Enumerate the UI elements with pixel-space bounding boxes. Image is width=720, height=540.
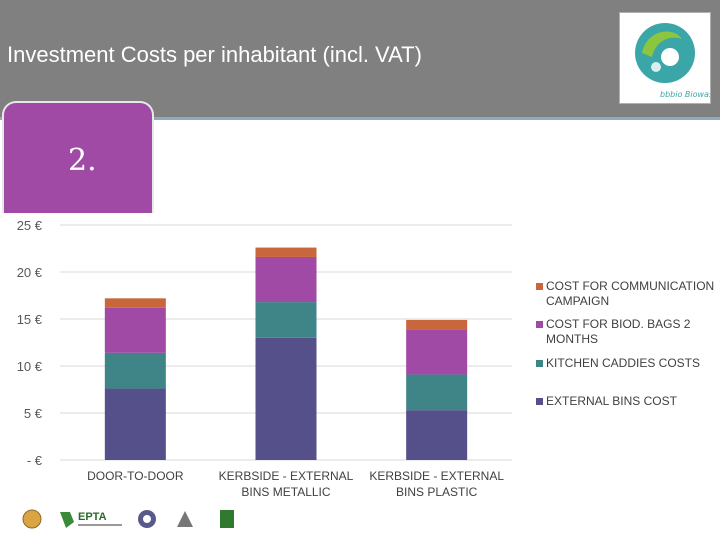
epta-text: EPTA	[78, 511, 107, 523]
partner-logo-seal-icon	[20, 505, 44, 533]
legend-swatch	[536, 321, 543, 328]
x-tick-label-line: DOOR-TO-DOOR	[87, 469, 184, 483]
bar-segment	[406, 329, 468, 375]
section-tab: 2.	[2, 101, 154, 213]
legend-label: COST FOR COMMUNICATION CAMPAIGN	[546, 279, 714, 308]
y-tick-label: 5 €	[24, 406, 43, 421]
legend-label: COST FOR BIOD. BAGS 2 MONTHS	[546, 317, 691, 346]
legend-label: EXTERNAL BINS COST	[546, 394, 678, 408]
y-tick-label: 25 €	[17, 218, 43, 233]
partner-logo-crest-icon	[132, 505, 162, 533]
legend-label-line: KITCHEN CADDIES COSTS	[546, 356, 700, 370]
project-logo: bbbio Biowaste	[619, 12, 711, 104]
bio-logo-icon: bbbio Biowaste	[635, 23, 710, 99]
y-tick-label: - €	[27, 453, 43, 468]
legend-swatch	[536, 283, 543, 290]
legend-label: KITCHEN CADDIES COSTS	[546, 356, 700, 370]
legend-swatch	[536, 360, 543, 367]
bar-segment	[104, 298, 166, 308]
x-tick-label-line: BINS PLASTIC	[396, 485, 478, 499]
bar-segment	[406, 374, 468, 411]
x-tick-label: KERBSIDE - EXTERNAL BINS METALLIC	[219, 469, 354, 499]
x-tick-label-line: KERBSIDE - EXTERNAL	[369, 469, 504, 483]
stacked-bar-chart: - € 5 € 10 € 15 € 20 € 25 € DOOR-TO-DOOR KERBSI…	[17, 218, 715, 499]
legend-label-line: COST FOR COMMUNICATION	[546, 279, 714, 293]
x-tick-label: KERBSIDE - EXTERNAL BINS PLASTIC	[369, 469, 504, 499]
x-tick-label-line: KERBSIDE - EXTERNAL	[219, 469, 354, 483]
partner-logo-green-icon	[216, 505, 238, 533]
partner-logo-epta: EPTA	[56, 505, 126, 533]
bar-segment	[104, 352, 166, 389]
y-tick-label: 15 €	[17, 312, 43, 327]
bar-segment	[406, 319, 468, 330]
bar-segment	[104, 388, 166, 460]
bar-segment	[255, 337, 317, 460]
x-tick-label-line: BINS METALLIC	[241, 485, 330, 499]
x-tick-label: DOOR-TO-DOOR	[87, 469, 184, 483]
bar-segment	[255, 247, 317, 257]
y-tick-label: 20 €	[17, 265, 43, 280]
legend-label-line: MONTHS	[546, 332, 598, 346]
section-number: 2.	[68, 143, 97, 178]
legend-label-line: CAMPAIGN	[546, 294, 609, 308]
legend-label-line: EXTERNAL BINS COST	[546, 394, 678, 408]
page-title: Investment Costs per inhabitant (incl. V…	[7, 42, 422, 67]
legend-swatch	[536, 398, 543, 405]
partner-logo-emblem-icon	[170, 505, 200, 533]
bar-segment	[255, 256, 317, 303]
header-bar: Investment Costs per inhabitant (incl. V…	[0, 0, 720, 120]
bar-segment	[104, 307, 166, 353]
bar-segment	[255, 302, 317, 338]
bar-segment	[406, 410, 468, 460]
y-tick-label: 10 €	[17, 359, 43, 374]
partner-logos: EPTA	[20, 505, 240, 535]
legend-label-line: COST FOR BIOD. BAGS 2	[546, 317, 691, 331]
svg-text:bbbio Biowaste: bbbio Biowaste	[660, 90, 710, 99]
